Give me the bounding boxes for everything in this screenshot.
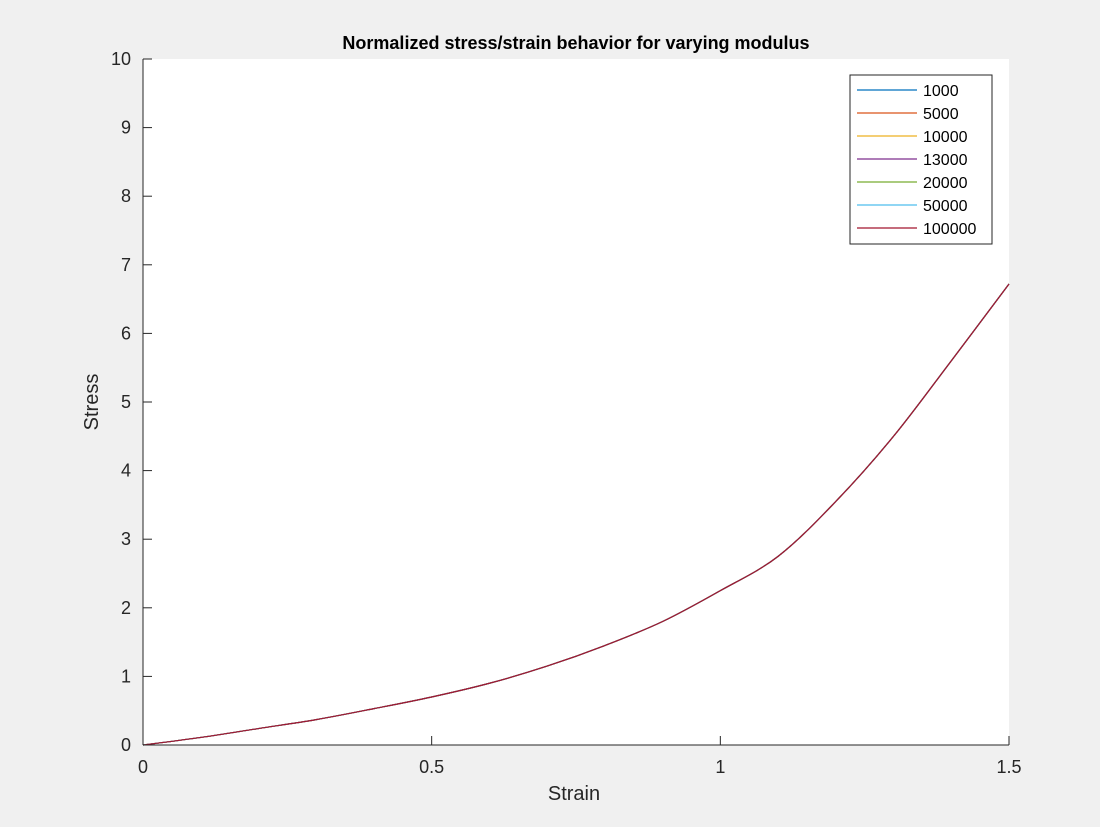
- legend-label-50000: 50000: [923, 198, 968, 215]
- legend-label-10000: 10000: [923, 129, 968, 146]
- series-layer: [142, 283, 1010, 746]
- x-tick-label: 0: [138, 757, 148, 777]
- y-tick-label: 8: [121, 186, 131, 206]
- chart-title: Normalized stress/strain behavior for va…: [342, 33, 809, 53]
- y-tick-label: 9: [121, 118, 131, 138]
- x-tick-label: 1: [715, 757, 725, 777]
- y-tick-label: 5: [121, 392, 131, 412]
- y-tick-label: 6: [121, 323, 131, 343]
- y-tick-label: 3: [121, 529, 131, 549]
- legend-label-20000: 20000: [923, 175, 968, 192]
- series-line-100000: [142, 283, 1010, 746]
- y-tick-label: 0: [121, 735, 131, 755]
- y-axis-label: Stress: [81, 374, 103, 431]
- x-tick-label: 1.5: [996, 757, 1021, 777]
- y-tick-label: 10: [111, 49, 131, 69]
- legend-label-100000: 100000: [923, 221, 976, 238]
- legend-label-5000: 5000: [923, 106, 959, 123]
- legend: 1000 5000 10000 13000 20000 50000 100000: [849, 74, 993, 245]
- axes-layer: 0 0.5 1 1.5 0 1 2 3 4 5 6 7 8 9 10: [111, 49, 1022, 777]
- legend-label-13000: 13000: [923, 152, 968, 169]
- y-tick-label: 1: [121, 666, 131, 686]
- x-axis-label: Strain: [548, 783, 600, 805]
- legend-label-1000: 1000: [923, 83, 959, 100]
- y-tick-label: 7: [121, 255, 131, 275]
- x-tick-label: 0.5: [419, 757, 444, 777]
- y-tick-label: 2: [121, 598, 131, 618]
- y-tick-label: 4: [121, 461, 131, 481]
